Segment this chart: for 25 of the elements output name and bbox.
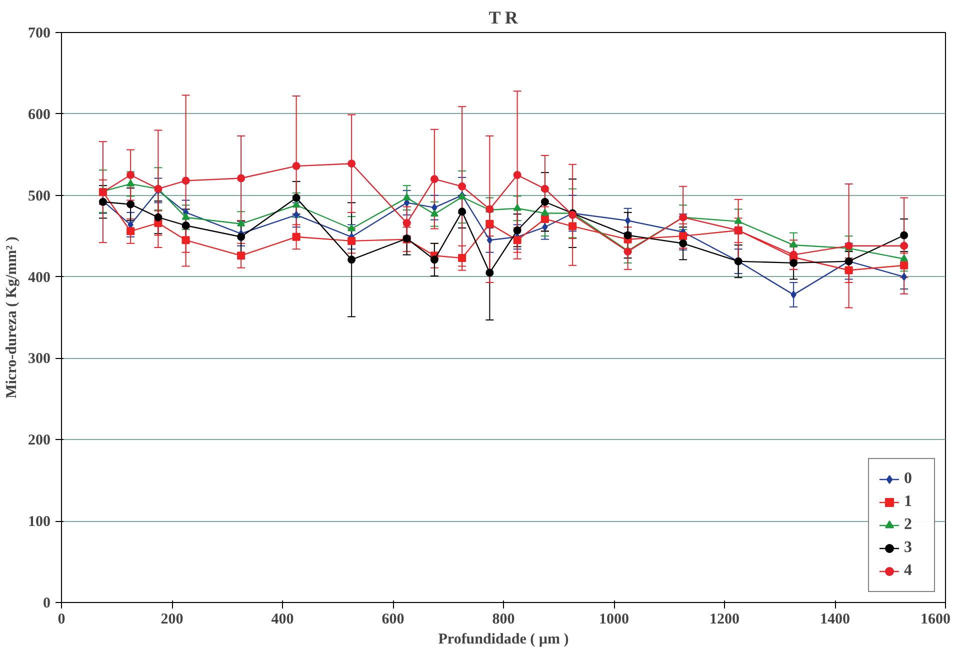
legend-label: 2 xyxy=(904,516,913,534)
x-tick-label: 1000 xyxy=(599,612,629,628)
chart-title: T R xyxy=(488,8,519,28)
x-tick-label: 400 xyxy=(271,612,294,628)
y-tick-label: 700 xyxy=(28,26,50,42)
y-tick-label: 600 xyxy=(28,106,50,123)
x-tick-label: 0 xyxy=(58,612,66,628)
x-tick-label: 200 xyxy=(160,612,184,628)
x-tick-label: 1200 xyxy=(710,612,740,628)
y-tick-label: 400 xyxy=(28,270,50,286)
legend-label: 3 xyxy=(904,539,913,557)
x-axis-title: Profundidade ( µm ) xyxy=(438,632,569,648)
legend-label: 1 xyxy=(904,493,913,511)
y-tick-label: 500 xyxy=(28,188,50,204)
legend-label: 0 xyxy=(904,470,913,488)
y-tick-label: 200 xyxy=(28,432,50,449)
x-tick-label: 1400 xyxy=(820,612,850,628)
x-tick-label: 800 xyxy=(492,612,515,628)
x-tick-label: 600 xyxy=(382,612,404,628)
y-tick-label: 300 xyxy=(28,351,50,368)
legend-label: 4 xyxy=(904,562,913,580)
x-tick-label: 1600 xyxy=(920,612,950,628)
y-tick-label: 0 xyxy=(43,596,50,612)
y-tick-label: 100 xyxy=(28,514,50,530)
y-axis-title: Micro-dureza ( Kg/mm² ) xyxy=(4,236,20,398)
